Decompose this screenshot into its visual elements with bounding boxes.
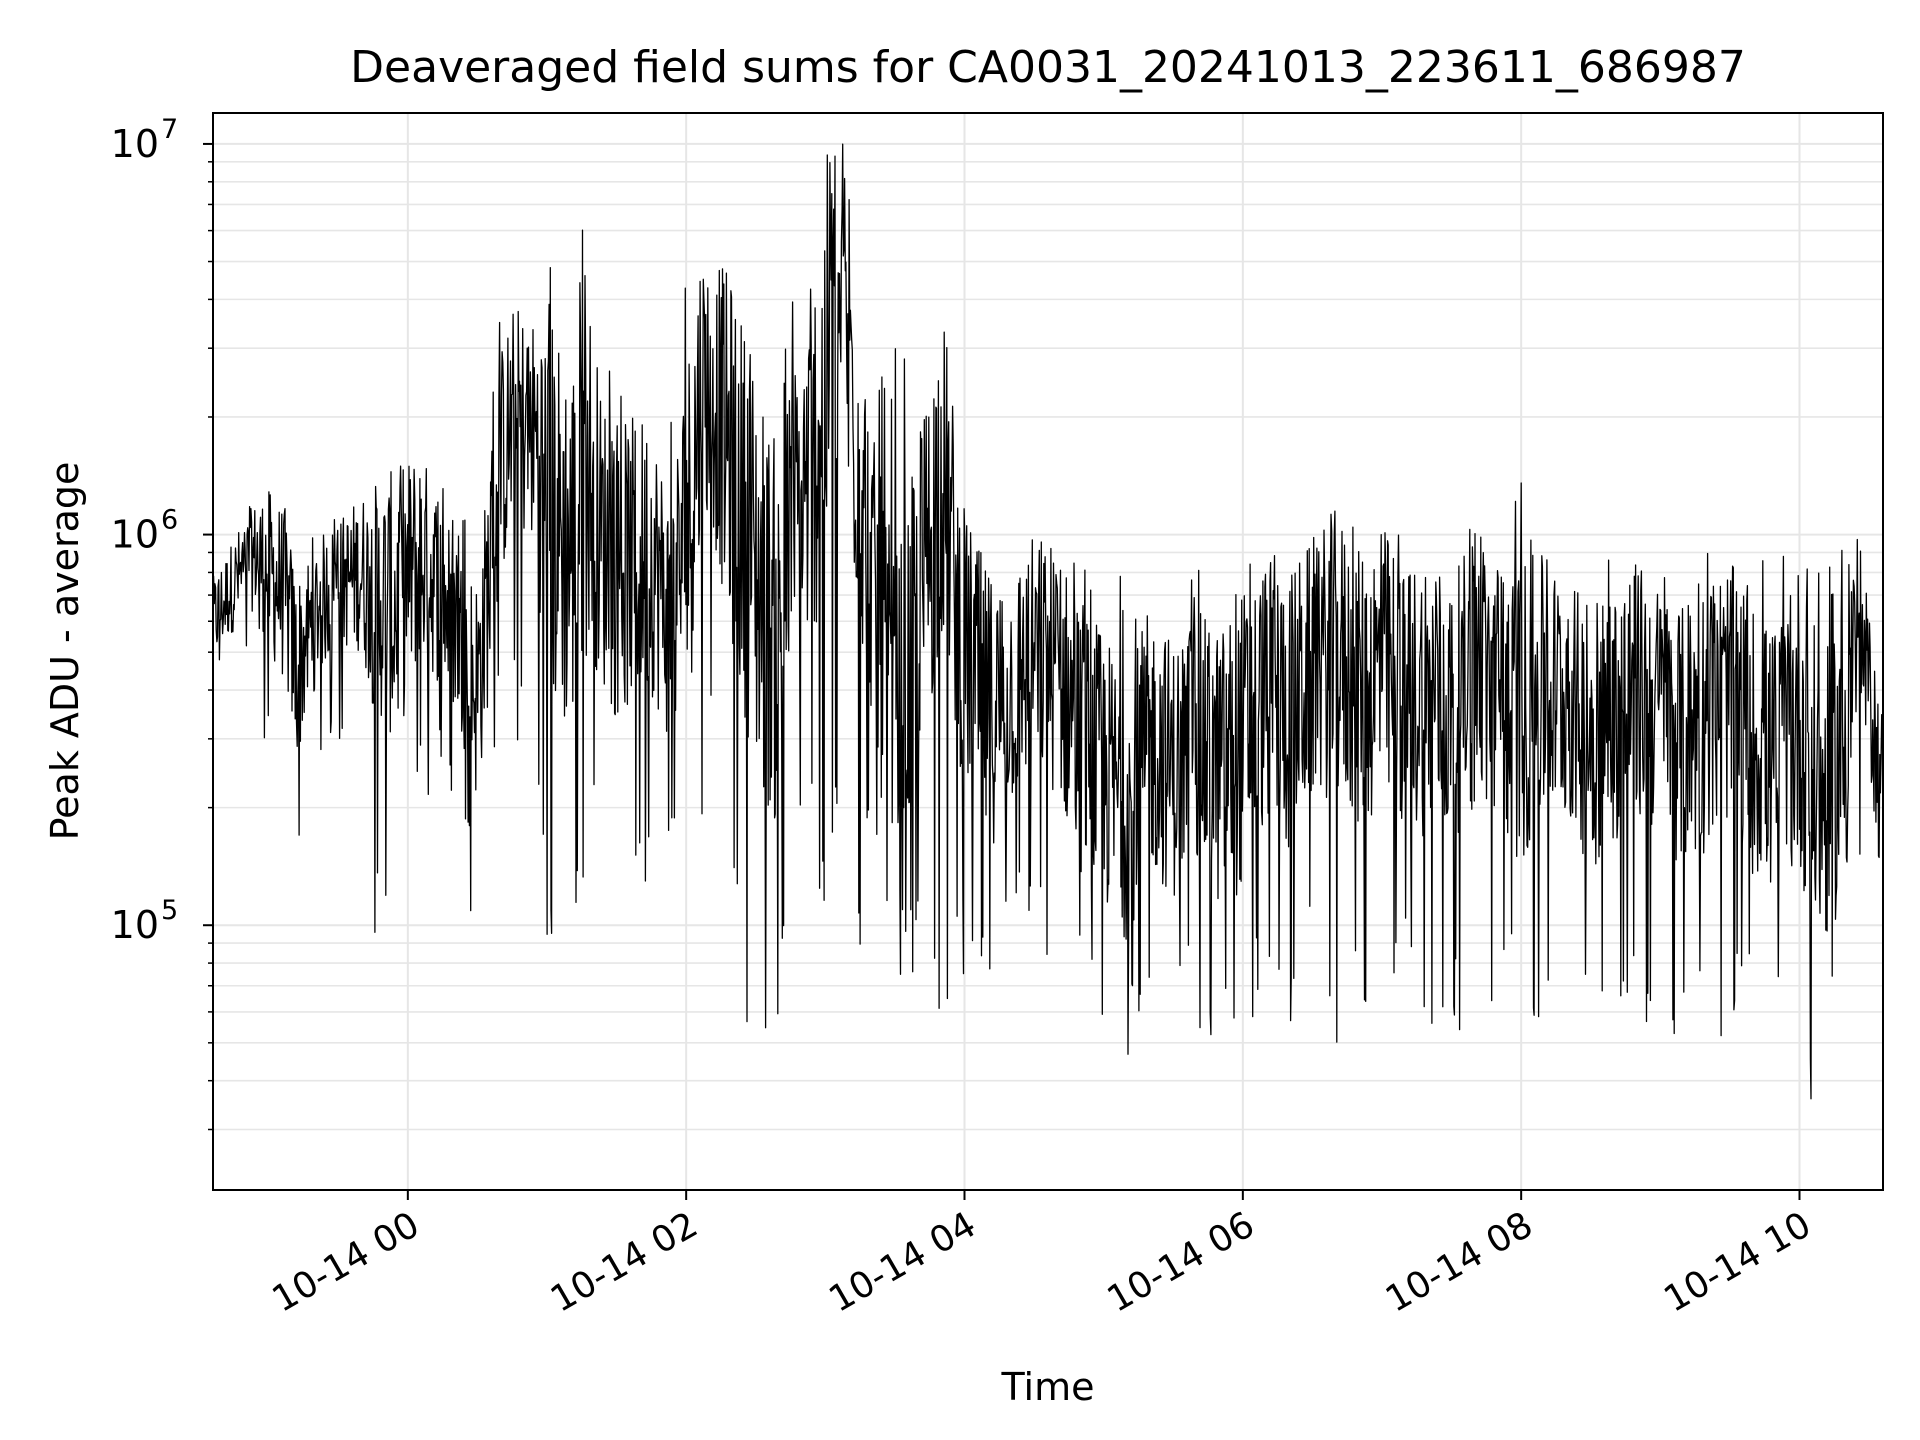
series-layer — [213, 143, 1883, 1100]
y-tick-label: 10 — [111, 903, 159, 947]
y-tick-exponent: 7 — [161, 114, 178, 145]
series-line — [213, 143, 1883, 1100]
x-axis-label: Time — [1001, 1365, 1095, 1409]
y-tick-exponent: 6 — [161, 505, 178, 536]
y-tick-label: 10 — [111, 513, 159, 557]
y-tick-exponent: 5 — [161, 895, 178, 926]
plot-area — [213, 143, 1883, 1100]
y-axis-label: Peak ADU - average — [43, 462, 87, 841]
y-tick-label: 10 — [111, 122, 159, 166]
chart-title: Deaveraged field sums for CA0031_2024101… — [350, 42, 1746, 93]
